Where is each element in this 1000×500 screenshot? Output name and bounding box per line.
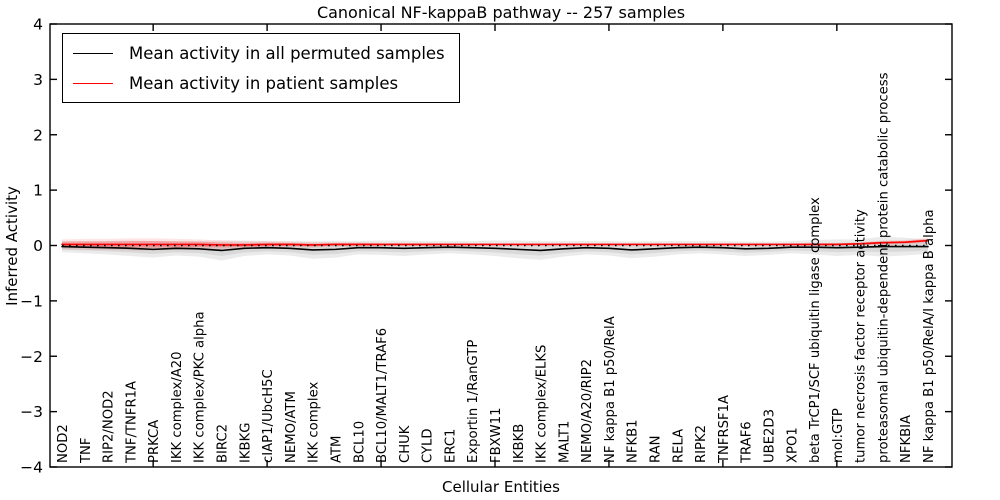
x-category-label: IKK complex/PKC alpha bbox=[193, 311, 208, 463]
x-category-label: beta TrCP1/SCF ubiquitin ligase complex bbox=[808, 197, 823, 463]
x-category-label: BCL10/MALT1/TRAF6 bbox=[375, 328, 390, 463]
x-category-label: cIAP1/UbcH5C bbox=[261, 369, 276, 463]
legend-line-red-icon bbox=[73, 82, 113, 84]
x-category-label: NEMO/A20/RIP2 bbox=[580, 359, 595, 463]
chart-title: Canonical NF-kappaB pathway -- 257 sampl… bbox=[316, 3, 686, 22]
x-category-label: MALT1 bbox=[557, 421, 572, 463]
x-axis-label: Cellular Entities bbox=[442, 478, 560, 496]
legend-entry-permuted: Mean activity in all permuted samples bbox=[73, 40, 445, 66]
x-category-label: BIRC2 bbox=[216, 424, 231, 463]
x-category-label: TRAF6 bbox=[740, 421, 755, 464]
x-category-label: CHUK bbox=[398, 425, 413, 463]
x-category-label: FBXW11 bbox=[489, 408, 504, 464]
x-category-label: NOD2 bbox=[56, 424, 71, 463]
x-category-label: NEMO/ATM bbox=[284, 391, 299, 463]
legend-entry-patient: Mean activity in patient samples bbox=[73, 70, 445, 96]
x-category-label: TNF bbox=[79, 437, 94, 464]
legend-label: Mean activity in patient samples bbox=[129, 73, 399, 93]
y-tick-label: 2 bbox=[33, 126, 43, 144]
x-category-label: IKBKG bbox=[238, 423, 253, 463]
x-category-label: BCL10 bbox=[352, 421, 367, 463]
x-category-label: TNFRSF1A bbox=[717, 395, 732, 464]
x-category-label: mol:GTP bbox=[831, 408, 846, 463]
x-category-label: ERC1 bbox=[443, 429, 458, 463]
x-category-label: NFKB1 bbox=[626, 419, 641, 463]
x-category-label: ATM bbox=[329, 436, 344, 463]
x-category-label: PRKCA bbox=[147, 420, 162, 463]
y-tick-label: −3 bbox=[20, 403, 43, 421]
x-category-label: TNF/TNFR1A bbox=[124, 381, 139, 464]
x-category-label: RIP2/NOD2 bbox=[102, 390, 117, 463]
y-tick-label: −1 bbox=[20, 292, 43, 310]
x-category-label: UBE2D3 bbox=[762, 409, 777, 463]
series-band-1 bbox=[62, 238, 928, 248]
x-category-label: proteasomal ubiquitin-dependent protein … bbox=[876, 72, 891, 463]
x-category-label: tumor necrosis factor receptor activity bbox=[854, 209, 869, 463]
x-category-label: RELA bbox=[671, 429, 686, 463]
x-category-label: CYLD bbox=[421, 428, 436, 463]
y-tick-label: 1 bbox=[33, 182, 43, 200]
x-category-label: NF kappa B1 p50/RelA bbox=[603, 316, 618, 463]
series-line-1 bbox=[61, 239, 929, 246]
legend-label: Mean activity in all permuted samples bbox=[129, 43, 445, 63]
x-category-label: RAN bbox=[649, 435, 664, 463]
y-tick-label: 3 bbox=[33, 71, 43, 89]
y-tick-label: −4 bbox=[20, 459, 43, 477]
y-tick-label: −2 bbox=[20, 348, 43, 366]
y-tick-label: 4 bbox=[33, 16, 43, 34]
legend-line-black-icon bbox=[73, 52, 113, 54]
x-category-label: IKK complex/A20 bbox=[170, 351, 185, 463]
x-category-label: IKK complex/ELKS bbox=[535, 345, 550, 463]
x-category-label: RIPK2 bbox=[694, 425, 709, 463]
x-category-label: Exportin 1/RanGTP bbox=[466, 340, 481, 463]
x-category-label: XPO1 bbox=[785, 427, 800, 463]
series-line-0 bbox=[61, 245, 929, 252]
x-category-label: IKK complex bbox=[307, 382, 322, 463]
x-category-label: NFKBIA bbox=[899, 415, 914, 463]
y-tick-label: 0 bbox=[33, 237, 43, 255]
x-category-label: NF kappa B1 p50/RelA/I kappa B alpha bbox=[922, 209, 937, 463]
x-category-label: IKBKB bbox=[512, 424, 527, 463]
legend: Mean activity in all permuted samples Me… bbox=[62, 33, 460, 103]
